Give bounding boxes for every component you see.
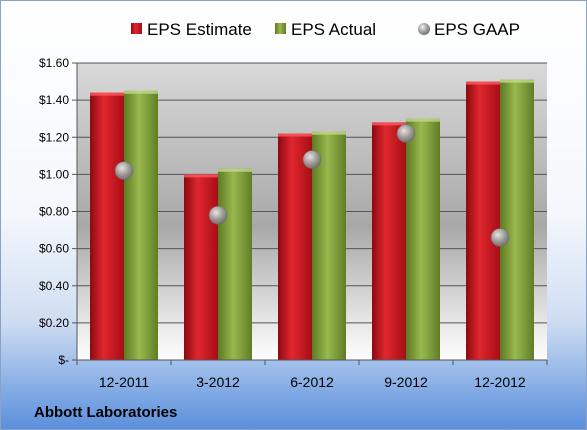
bar-eps-estimate — [372, 122, 406, 361]
y-axis: $- $0.20 $0.40 $0.60 $0.80 $1.00 $1.20 $1.40 $1.… — [39, 56, 78, 367]
bar-cap-eps-actual — [312, 131, 346, 135]
bar-eps-actual — [124, 90, 158, 360]
legend-swatch-eps-actual — [275, 23, 286, 34]
legend-label: EPS Estimate — [147, 20, 252, 39]
y-tick-label: $0.80 — [39, 205, 69, 219]
bar-cap-eps-actual — [500, 79, 534, 83]
legend: EPS Estimate EPS Actual EPS GAAP — [131, 20, 520, 39]
bar-eps-actual — [312, 131, 346, 360]
bar-cap-eps-estimate — [278, 133, 312, 137]
gaap-markers — [114, 124, 510, 247]
bar-cap-eps-estimate — [372, 122, 406, 126]
y-tick-label: $0.60 — [39, 242, 69, 256]
bars — [90, 79, 534, 361]
x-axis: 12-2011 3-2012 6-2012 9-2012 12-2012 — [76, 359, 548, 390]
y-tick-label: $1.40 — [39, 93, 69, 107]
y-tick-label: $- — [58, 353, 69, 367]
bar-eps-actual — [218, 168, 252, 360]
x-tick-label: 12-2011 — [99, 374, 150, 390]
bar-eps-actual — [406, 118, 440, 360]
marker-eps-gaap — [302, 150, 322, 169]
y-tick-label: $1.20 — [39, 130, 69, 144]
company-label: Abbott Laboratories — [34, 404, 177, 421]
bar-cap-eps-estimate — [90, 92, 124, 96]
y-tick-label: $0.20 — [39, 316, 69, 330]
marker-eps-gaap — [490, 228, 510, 247]
legend-label: EPS Actual — [291, 20, 376, 39]
bar-cap-eps-actual — [218, 168, 252, 172]
marker-eps-gaap — [114, 161, 134, 180]
y-tick-label: $0.40 — [39, 279, 69, 293]
x-tick-label: 6-2012 — [290, 374, 334, 390]
legend-swatch-eps-estimate — [131, 23, 142, 34]
bar-eps-estimate — [466, 81, 500, 360]
bar-cap-eps-estimate — [466, 81, 500, 85]
bar-cap-eps-actual — [406, 118, 440, 122]
marker-eps-gaap — [208, 205, 228, 225]
bar-eps-estimate — [184, 174, 218, 360]
legend-label: EPS GAAP — [434, 20, 520, 39]
bar-eps-actual — [500, 79, 534, 361]
y-tick-label: $1.60 — [39, 56, 69, 70]
x-tick-label: 9-2012 — [384, 374, 428, 390]
x-tick-label: 3-2012 — [196, 374, 240, 390]
bar-eps-estimate — [90, 92, 124, 360]
marker-eps-gaap — [396, 124, 416, 143]
legend-swatch-eps-gaap — [418, 23, 430, 35]
y-tick-label: $1.00 — [39, 167, 69, 181]
bar-cap-eps-estimate — [184, 174, 218, 178]
bar-eps-estimate — [278, 133, 312, 360]
x-tick-label: 12-2012 — [474, 374, 526, 390]
bar-cap-eps-actual — [124, 90, 158, 94]
